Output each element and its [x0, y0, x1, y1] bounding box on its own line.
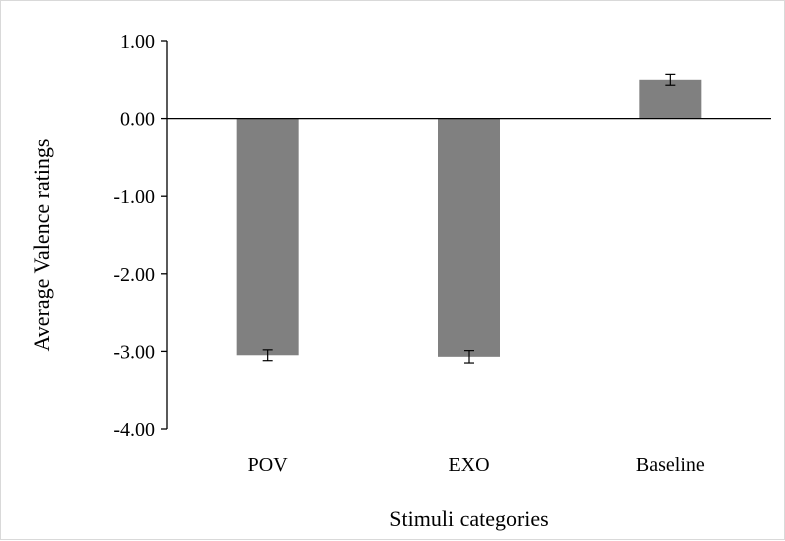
x-category-label: Baseline — [636, 454, 705, 476]
y-ticks: 1.00 0.00 -1.00 -2.00 -3.00 -4.00 — [113, 31, 167, 441]
x-tick-labels: POV EXO Baseline — [248, 454, 705, 476]
bars-layer — [236, 79, 702, 357]
error-bar-pov — [262, 349, 273, 362]
bar-baseline — [639, 79, 702, 119]
y-axis-title: Average Valence ratings — [29, 139, 54, 352]
error-bars-layer — [262, 73, 676, 364]
x-category-label: EXO — [448, 454, 489, 476]
y-tick-label: -1.00 — [113, 186, 155, 208]
bar-exo — [438, 118, 500, 357]
y-tick-label: -4.00 — [113, 419, 155, 441]
y-tick-label: 0.00 — [120, 109, 155, 131]
y-tick-label: 1.00 — [120, 31, 155, 53]
x-category-label: POV — [248, 454, 289, 476]
y-tick-label: -2.00 — [113, 264, 155, 286]
y-tick-label: -3.00 — [113, 341, 155, 363]
error-bar-exo — [464, 350, 474, 364]
x-axis-title: Stimuli categories — [389, 506, 548, 531]
error-bar-baseline — [665, 73, 676, 86]
bar-pov — [236, 118, 299, 356]
